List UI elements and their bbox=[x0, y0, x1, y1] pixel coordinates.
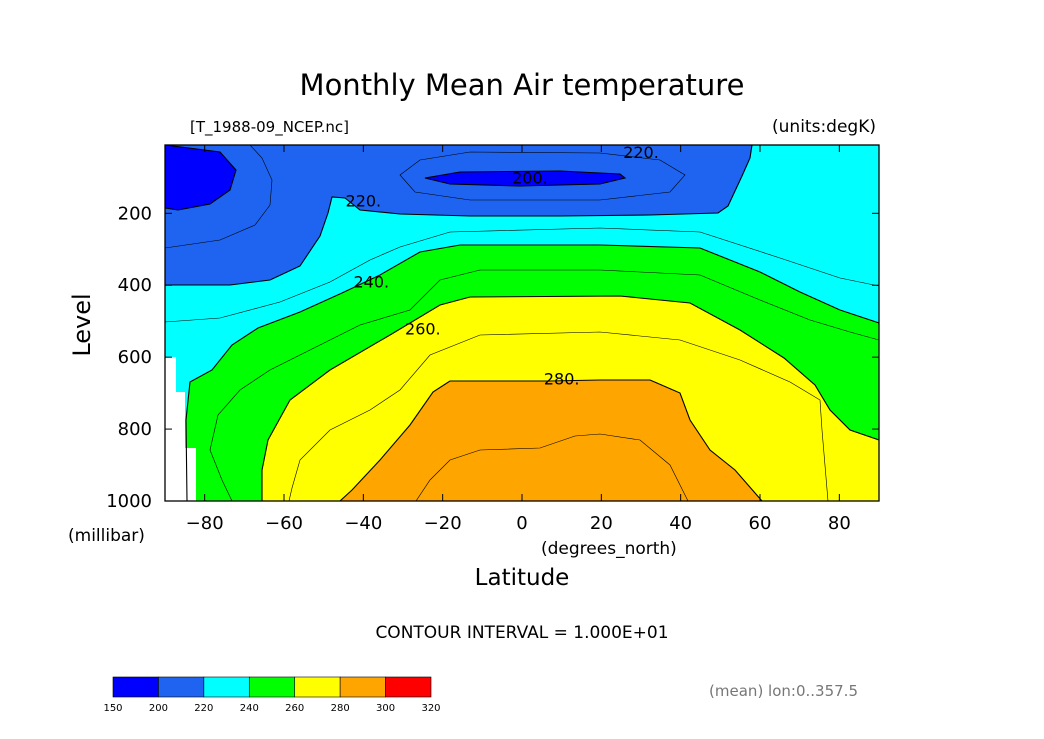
x-tick-label: −40 bbox=[344, 513, 382, 534]
colorbar-swatch bbox=[385, 676, 432, 698]
y-tick-label: 800 bbox=[118, 419, 152, 440]
colorbar: 150 200 220 240 260 280 300 320 bbox=[103, 676, 441, 714]
mean-label: (mean) lon:0..357.5 bbox=[709, 682, 858, 700]
x-axis-units: (degrees_north) bbox=[541, 539, 677, 559]
x-tick-label: 20 bbox=[590, 513, 613, 534]
minor-contours bbox=[165, 145, 879, 501]
x-tick-label: 80 bbox=[828, 513, 851, 534]
colorbar-swatch bbox=[203, 676, 250, 698]
colorbar-label: 150 bbox=[103, 703, 122, 714]
colorbar-label: 320 bbox=[421, 703, 440, 714]
source-label: [T_1988-09_NCEP.nc] bbox=[190, 118, 349, 137]
y-tick-label: 200 bbox=[118, 203, 152, 224]
colorbar-swatch bbox=[112, 676, 159, 698]
colorbar-swatch bbox=[248, 676, 296, 698]
contour-label: 220. bbox=[346, 192, 382, 211]
major-contours bbox=[165, 145, 879, 501]
colorbar-swatch bbox=[339, 676, 386, 698]
colorbar-swatch bbox=[158, 676, 205, 698]
band-below-200-left bbox=[165, 145, 236, 210]
contour-label: 280. bbox=[544, 370, 580, 389]
x-tick-label: −60 bbox=[265, 513, 303, 534]
axes: −80 −60 −40 −20 0 20 40 60 80 200 400 600 800 1000 bbox=[106, 145, 879, 534]
colorbar-label: 200 bbox=[149, 703, 168, 714]
y-axis-units: (millibar) bbox=[68, 526, 145, 546]
x-tick-label: −20 bbox=[424, 513, 462, 534]
contour-label: 260. bbox=[405, 319, 441, 338]
x-axis-title: Latitude bbox=[475, 565, 570, 591]
missing-data-region bbox=[165, 357, 196, 501]
contour-interval-label: CONTOUR INTERVAL = 1.000E+01 bbox=[375, 623, 668, 643]
colorbar-label: 300 bbox=[376, 703, 395, 714]
x-tick-label: 40 bbox=[669, 513, 692, 534]
y-tick-label: 600 bbox=[118, 347, 152, 368]
band-280-300 bbox=[340, 380, 762, 501]
contour-labels: 220. 200. 220. 240. 260. 280. bbox=[346, 143, 659, 389]
y-axis-title: Level bbox=[68, 293, 96, 356]
contour-label: 200. bbox=[512, 168, 548, 187]
x-tick-label: 60 bbox=[749, 513, 772, 534]
y-tick-label: 400 bbox=[118, 275, 152, 296]
chart-title: Monthly Mean Air temperature bbox=[300, 68, 745, 102]
x-tick-label: −80 bbox=[186, 513, 224, 534]
contour-label: 240. bbox=[353, 273, 389, 292]
band-below-200-center bbox=[425, 171, 625, 186]
colorbar-label: 280 bbox=[331, 703, 350, 714]
colorbar-label: 220 bbox=[194, 703, 213, 714]
colorbar-label: 260 bbox=[285, 703, 304, 714]
x-tick-label: 0 bbox=[516, 513, 527, 534]
contour-field bbox=[165, 145, 879, 501]
y-tick-label: 1000 bbox=[106, 491, 152, 512]
colorbar-swatch bbox=[294, 676, 341, 698]
contour-label: 220. bbox=[623, 143, 659, 162]
units-label: (units:degK) bbox=[772, 117, 876, 137]
colorbar-label: 240 bbox=[240, 703, 259, 714]
